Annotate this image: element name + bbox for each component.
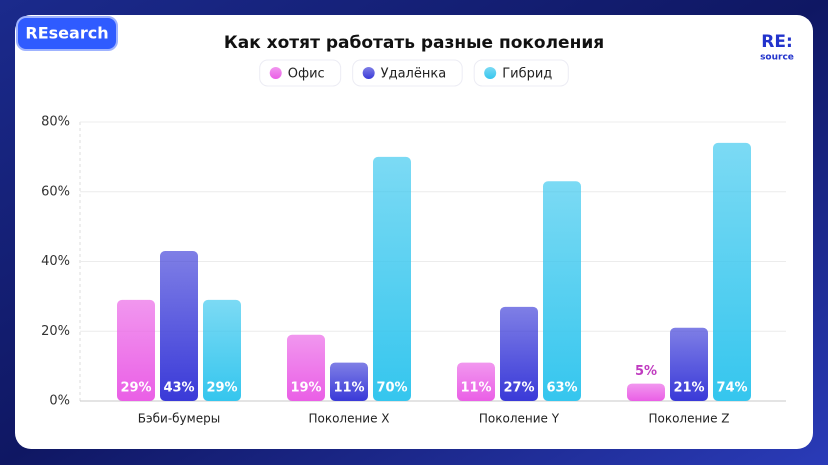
chart-title: Как хотят работать разные поколения [224,33,604,53]
value-label: 21% [673,381,704,396]
legend-swatch [269,67,282,79]
value-label: 5% [635,364,657,379]
bar [500,306,538,401]
value-label: 11% [333,381,364,396]
logo: RE: [761,32,793,52]
value-label: 29% [120,381,151,396]
badge-text: REsearch [25,24,108,43]
value-label: 43% [163,381,194,396]
y-tick-label: 60% [41,184,70,199]
bar [670,327,708,401]
legend-swatch [484,67,497,79]
badge [16,16,118,51]
legend-item [473,59,569,87]
legend-label: Удалёнка [381,67,447,82]
logo-sub: source [760,53,794,63]
x-tick-label: Поколение Z [648,412,729,426]
legend-label: Офис [288,67,325,82]
value-label: 11% [460,381,491,396]
y-tick-label: 80% [41,115,70,130]
bar [330,362,368,401]
bar [117,299,155,401]
x-tick-label: Поколение X [308,412,389,426]
y-tick-label: 40% [41,254,70,269]
x-tick-label: Бэби-бумеры [138,412,220,426]
value-label: 27% [503,381,534,396]
legend-item [259,59,342,87]
bar [713,142,751,402]
value-label: 19% [290,381,321,396]
x-tick-label: Поколение Y [479,412,560,426]
value-label: 29% [206,381,237,396]
bar [160,251,198,401]
y-tick-label: 20% [41,324,70,339]
y-tick-label: 0% [49,394,70,409]
bar [373,156,411,401]
legend-label: Гибрид [502,67,552,82]
bar [203,299,241,401]
bar [627,383,665,401]
bar [457,362,495,401]
bar [543,181,581,401]
value-label: 70% [376,381,407,396]
bar [287,334,325,401]
legend: Офис Удалёнка Гибрид [259,59,569,87]
legend-swatch [362,67,375,79]
legend-item [352,59,463,87]
value-label: 74% [716,381,747,396]
value-label: 63% [546,381,577,396]
